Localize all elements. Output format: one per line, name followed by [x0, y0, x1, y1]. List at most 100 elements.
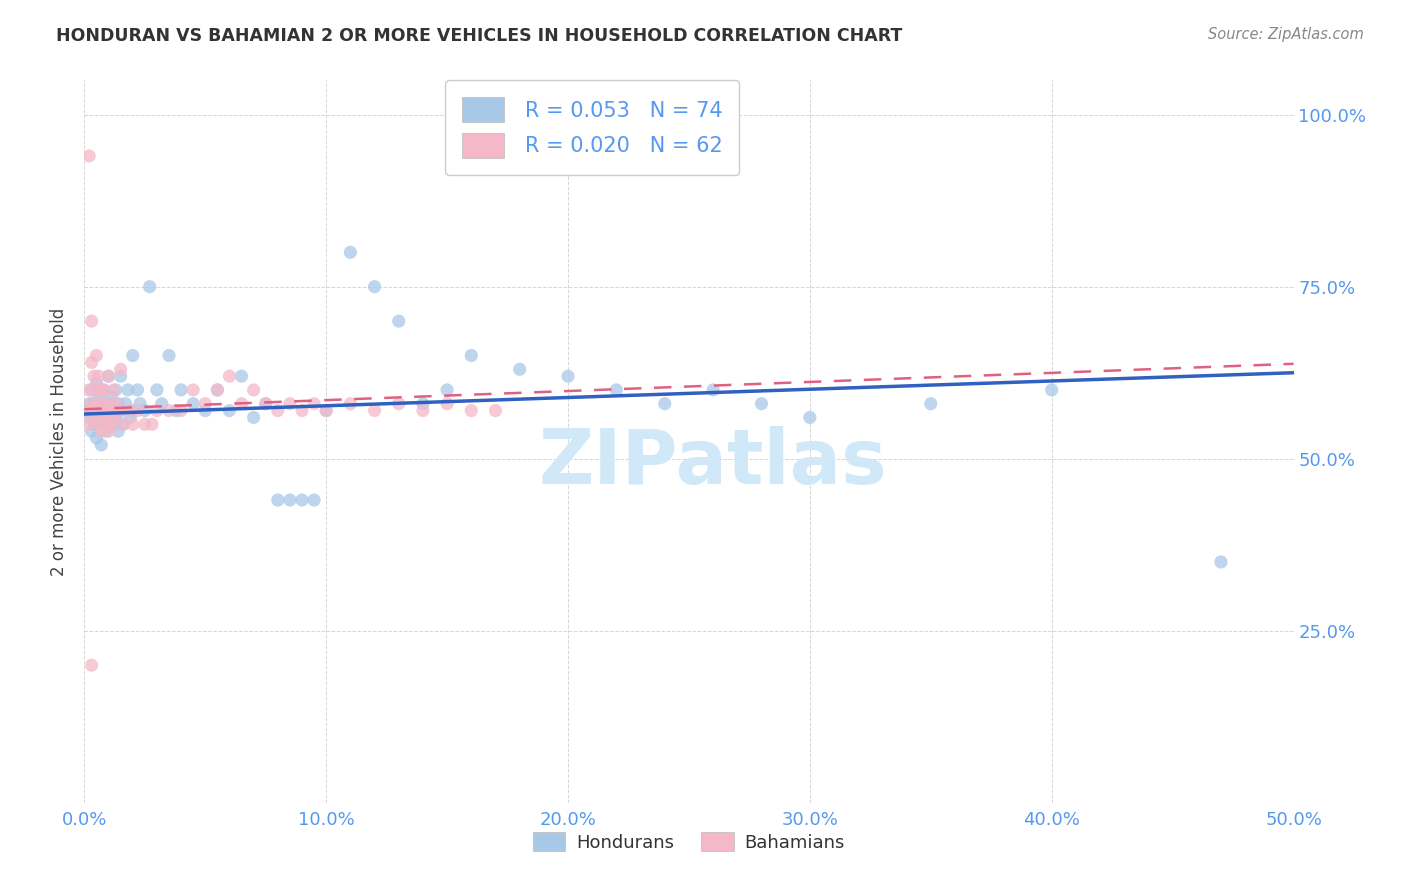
Point — [100, 403, 122, 417]
Point — [557, 369, 579, 384]
Point — [80, 355, 103, 369]
Point — [1209, 555, 1232, 569]
Point — [363, 279, 385, 293]
Point — [170, 383, 193, 397]
Point — [77, 383, 100, 397]
Point — [129, 397, 152, 411]
Point — [127, 383, 149, 397]
Point — [97, 369, 120, 384]
Point — [93, 383, 115, 397]
Point — [363, 403, 385, 417]
Point — [94, 417, 117, 432]
Point — [484, 403, 506, 417]
Point — [121, 349, 143, 363]
Point — [77, 417, 100, 432]
Point — [134, 403, 156, 417]
Point — [605, 383, 627, 397]
Point — [134, 417, 156, 432]
Point — [207, 383, 229, 397]
Point — [103, 417, 125, 432]
Point — [97, 369, 120, 384]
Point — [83, 397, 105, 411]
Point — [110, 362, 132, 376]
Point — [86, 431, 108, 445]
Point — [87, 397, 110, 411]
Point — [920, 397, 942, 411]
Point — [76, 403, 98, 417]
Point — [120, 410, 142, 425]
Point — [83, 417, 105, 432]
Point — [76, 403, 98, 417]
Point — [460, 349, 482, 363]
Point — [127, 403, 149, 417]
Point — [117, 403, 139, 417]
Point — [194, 397, 217, 411]
Point — [103, 383, 125, 397]
Point — [157, 403, 180, 417]
Point — [194, 403, 217, 417]
Point — [94, 403, 117, 417]
Point — [97, 397, 120, 411]
Point — [146, 403, 169, 417]
Point — [93, 410, 115, 425]
Point — [87, 417, 110, 432]
Point — [90, 424, 112, 438]
Point — [339, 245, 361, 260]
Legend: Hondurans, Bahamians: Hondurans, Bahamians — [526, 825, 852, 859]
Point — [654, 397, 676, 411]
Point — [104, 397, 127, 411]
Point — [100, 410, 122, 425]
Point — [121, 417, 143, 432]
Y-axis label: 2 or more Vehicles in Household: 2 or more Vehicles in Household — [51, 308, 69, 575]
Point — [460, 403, 482, 417]
Point — [702, 383, 724, 397]
Point — [388, 314, 411, 328]
Point — [254, 397, 277, 411]
Point — [412, 403, 434, 417]
Point — [80, 383, 103, 397]
Point — [90, 410, 112, 425]
Point — [97, 397, 120, 411]
Point — [218, 369, 240, 384]
Point — [90, 383, 112, 397]
Point — [90, 403, 112, 417]
Point — [80, 658, 103, 673]
Point — [146, 383, 169, 397]
Point — [114, 397, 136, 411]
Point — [231, 397, 253, 411]
Point — [87, 369, 110, 384]
Point — [110, 403, 132, 417]
Point — [138, 279, 160, 293]
Point — [94, 424, 117, 438]
Point — [93, 397, 115, 411]
Point — [509, 362, 531, 376]
Point — [86, 383, 108, 397]
Point — [80, 424, 103, 438]
Point — [339, 397, 361, 411]
Point — [103, 403, 125, 417]
Point — [77, 397, 100, 411]
Point — [315, 403, 337, 417]
Point — [302, 493, 325, 508]
Point — [278, 493, 301, 508]
Point — [231, 369, 253, 384]
Point — [83, 403, 105, 417]
Point — [100, 417, 122, 432]
Point — [77, 149, 100, 163]
Point — [100, 390, 122, 404]
Point — [150, 397, 173, 411]
Point — [97, 424, 120, 438]
Point — [751, 397, 773, 411]
Point — [291, 403, 314, 417]
Point — [107, 397, 129, 411]
Point — [207, 383, 229, 397]
Point — [86, 376, 108, 390]
Point — [165, 403, 187, 417]
Point — [80, 397, 103, 411]
Point — [1040, 383, 1063, 397]
Point — [107, 403, 129, 417]
Point — [436, 383, 458, 397]
Point — [141, 417, 163, 432]
Point — [90, 397, 112, 411]
Point — [267, 403, 290, 417]
